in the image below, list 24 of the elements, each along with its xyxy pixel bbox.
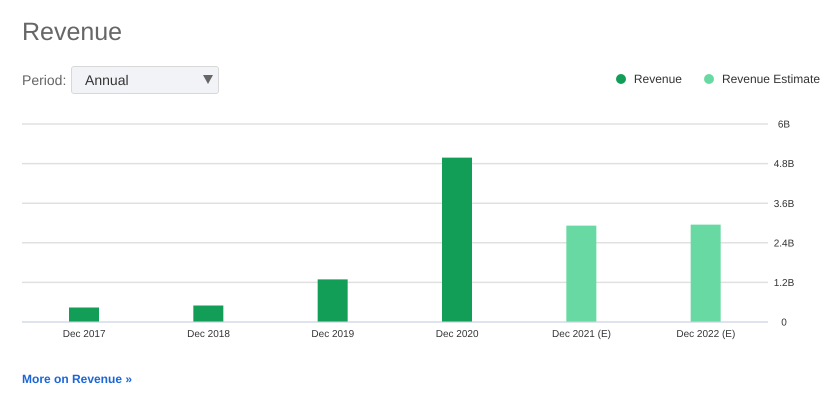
y-tick-label: 2.4B bbox=[774, 238, 795, 250]
y-tick-label: 0 bbox=[781, 318, 788, 329]
x-tick-label: Dec 2019 bbox=[311, 329, 355, 340]
bar bbox=[566, 226, 596, 322]
bar bbox=[69, 307, 99, 322]
y-tick-label: 1.2B bbox=[774, 278, 795, 289]
legend-label: Revenue bbox=[634, 72, 682, 86]
bar bbox=[442, 158, 472, 322]
chart-title: Revenue bbox=[22, 18, 122, 47]
bar bbox=[690, 224, 721, 322]
y-tick-label: 6B bbox=[778, 120, 790, 131]
x-tick-label: Dec 2020 bbox=[436, 329, 480, 340]
text: Period: bbox=[22, 72, 66, 88]
text: Annual bbox=[85, 72, 129, 88]
y-tick-label: 3.6B bbox=[774, 198, 795, 210]
x-tick-label: Dec 2017 bbox=[62, 329, 106, 340]
bar bbox=[193, 306, 224, 322]
legend-label: Revenue Estimate bbox=[722, 72, 820, 86]
x-tick-label: Dec 2022 (E) bbox=[676, 329, 736, 340]
x-tick-label: Dec 2018 bbox=[187, 329, 230, 340]
bar bbox=[318, 279, 348, 322]
x-tick-label: Dec 2021 (E) bbox=[552, 329, 611, 340]
text: More on Revenue » bbox=[22, 372, 132, 386]
y-tick-label: 4.8B bbox=[774, 159, 795, 170]
